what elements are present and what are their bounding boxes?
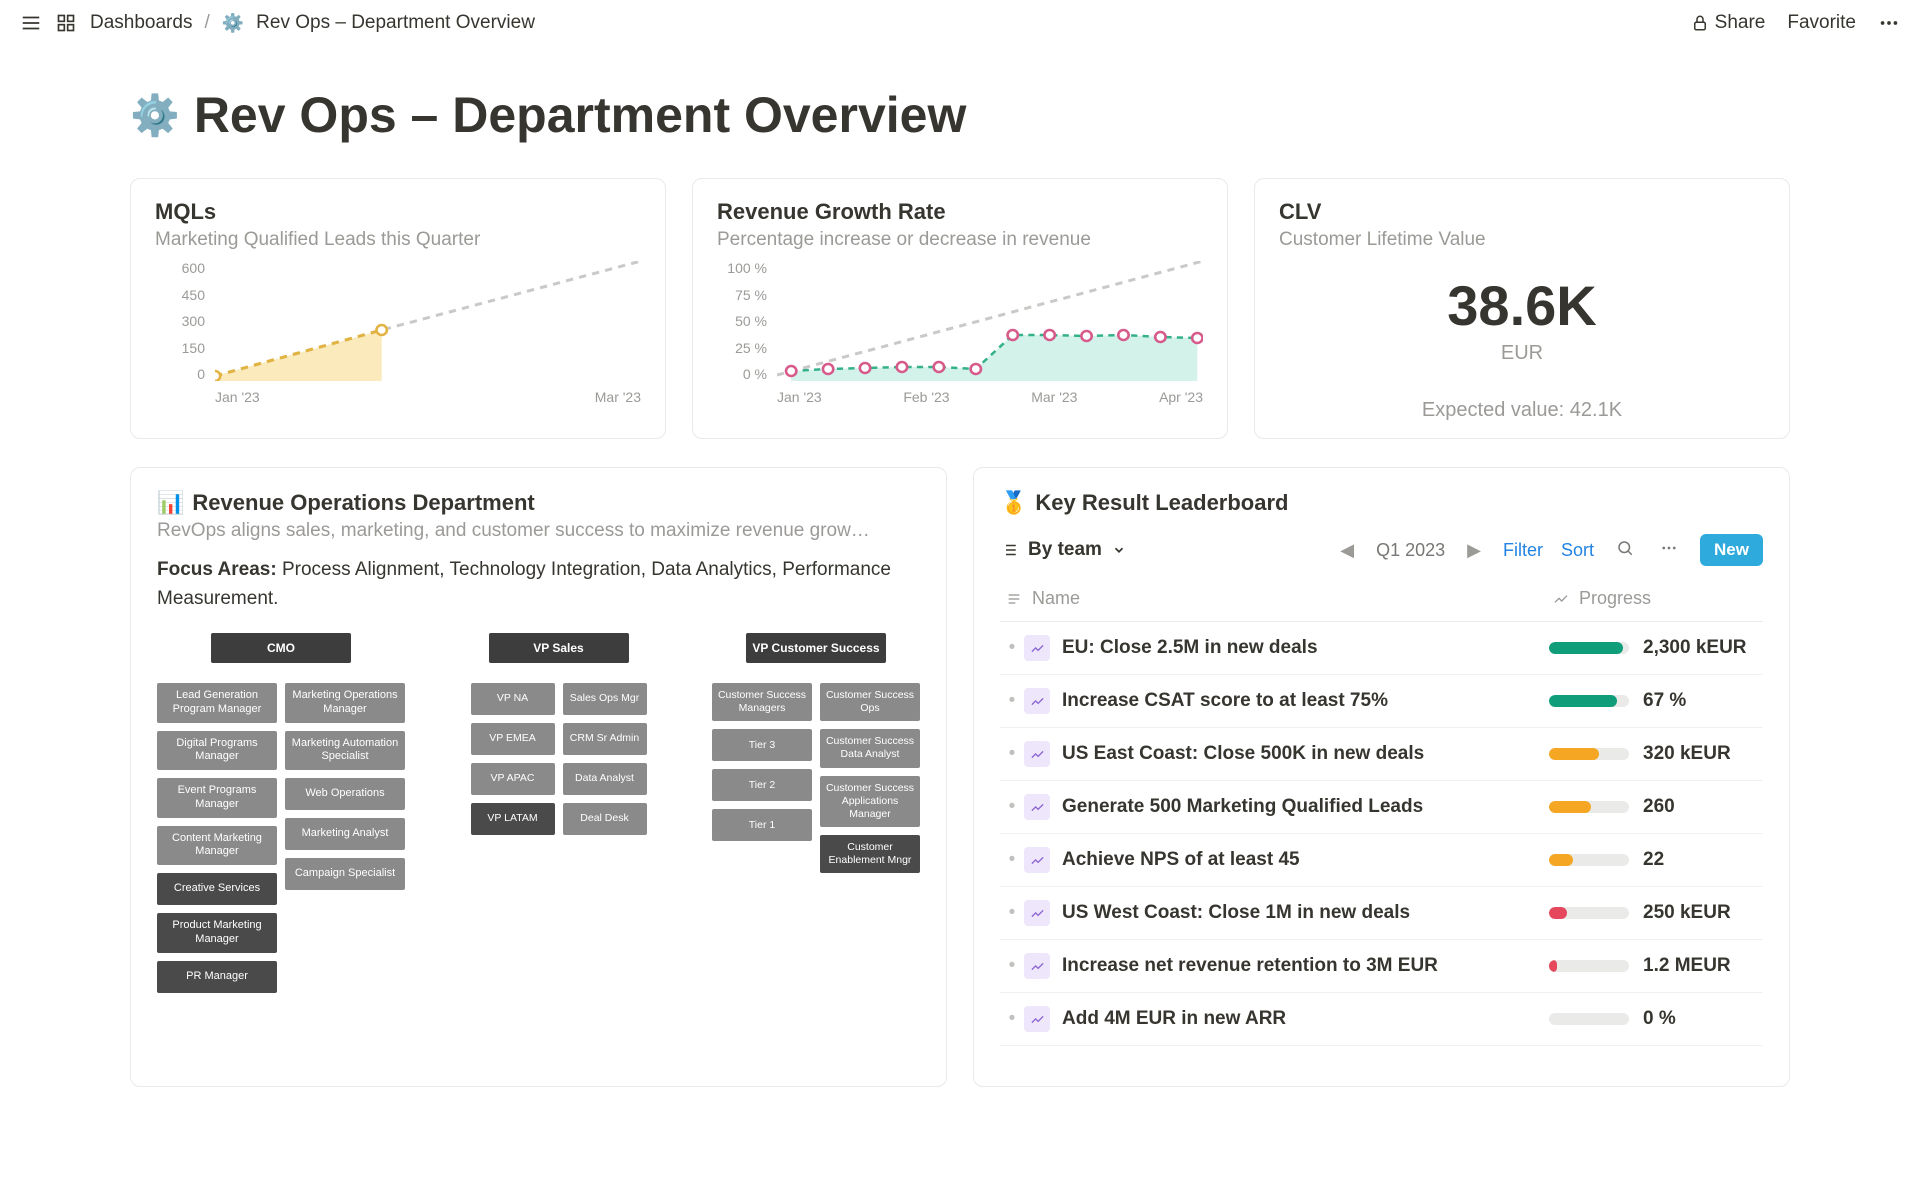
dept-focus: Focus Areas: Process Alignment, Technolo… (157, 556, 920, 613)
breadcrumb: Dashboards / ⚙️ Rev Ops – Department Ove… (90, 12, 535, 34)
progress-bar (1549, 907, 1629, 919)
kr-name: Achieve NPS of at least 45 (1062, 849, 1300, 871)
table-row[interactable]: • Generate 500 Marketing Qualified Leads… (1000, 781, 1763, 834)
kpi-title: CLV (1279, 199, 1765, 225)
department-panel: 📊 Revenue Operations Department RevOps al… (130, 467, 947, 1087)
progress-col-icon (1553, 591, 1569, 607)
row-bullet: • (1000, 955, 1024, 977)
table-row[interactable]: • US West Coast: Close 1M in new deals 2… (1000, 887, 1763, 940)
new-button[interactable]: New (1700, 534, 1763, 566)
kr-icon (1024, 741, 1050, 767)
kr-name: US East Coast: Close 500K in new deals (1062, 743, 1424, 765)
filter-button[interactable]: Filter (1503, 540, 1543, 561)
row-bullet: • (1000, 1008, 1024, 1030)
progress-bar (1549, 1013, 1629, 1025)
row-bullet: • (1000, 743, 1024, 765)
lb-title: Key Result Leaderboard (1035, 490, 1288, 516)
sort-button[interactable]: Sort (1561, 540, 1594, 561)
table-row[interactable]: • Achieve NPS of at least 45 22 (1000, 834, 1763, 887)
period-prev[interactable]: ◀ (1336, 540, 1358, 561)
table-row[interactable]: • Add 4M EUR in new ARR 0 % (1000, 993, 1763, 1046)
grid-icon[interactable] (56, 13, 76, 33)
gear-icon: ⚙️ (222, 13, 244, 34)
kr-value: 250 kEUR (1643, 902, 1763, 924)
dept-title: Revenue Operations Department (192, 490, 534, 516)
name-col-icon (1006, 591, 1022, 607)
breadcrumb-title[interactable]: Rev Ops – Department Overview (256, 12, 535, 34)
share-button[interactable]: Share (1691, 12, 1766, 34)
kr-icon (1024, 1006, 1050, 1032)
kr-name: EU: Close 2.5M in new deals (1062, 637, 1318, 659)
kr-name: Generate 500 Marketing Qualified Leads (1062, 796, 1423, 818)
kr-name: Increase net revenue retention to 3M EUR (1062, 955, 1438, 977)
medal-icon: 🥇 (1000, 490, 1027, 516)
kr-name: US West Coast: Close 1M in new deals (1062, 902, 1410, 924)
gear-icon: ⚙️ (130, 92, 180, 139)
mqls-chart: 6004503001500 Jan '23Mar '23 (155, 261, 641, 411)
kpi-title: Revenue Growth Rate (717, 199, 1203, 225)
kr-name: Increase CSAT score to at least 75% (1062, 690, 1388, 712)
kr-value: 320 kEUR (1643, 743, 1763, 765)
kr-value: 67 % (1643, 690, 1763, 712)
kr-icon (1024, 794, 1050, 820)
clv-unit: EUR (1501, 342, 1543, 365)
period-next[interactable]: ▶ (1463, 540, 1485, 561)
growth-chart: 100 %75 %50 %25 %0 % Jan '23Feb '23Mar '… (717, 261, 1203, 411)
chevron-down-icon (1112, 543, 1126, 557)
kpi-subtitle: Percentage increase or decrease in reven… (717, 229, 1203, 251)
breadcrumb-sep: / (204, 12, 209, 34)
kpi-title: MQLs (155, 199, 641, 225)
list-icon (1000, 541, 1018, 559)
org-chart: CMOLead Generation Program ManagerDigita… (157, 633, 920, 993)
period-label[interactable]: Q1 2023 (1376, 540, 1445, 561)
kr-icon (1024, 635, 1050, 661)
progress-bar (1549, 695, 1629, 707)
table-row[interactable]: • Increase CSAT score to at least 75% 67… (1000, 675, 1763, 728)
kr-icon (1024, 847, 1050, 873)
progress-bar (1549, 854, 1629, 866)
progress-bar (1549, 801, 1629, 813)
kr-value: 2,300 kEUR (1643, 637, 1763, 659)
clv-expected: Expected value: 42.1K (1422, 399, 1622, 422)
favorite-button[interactable]: Favorite (1787, 12, 1856, 34)
menu-icon[interactable] (20, 12, 42, 34)
kpi-card-clv[interactable]: CLV Customer Lifetime Value 38.6K EUR Ex… (1254, 178, 1790, 439)
table-row[interactable]: • US East Coast: Close 500K in new deals… (1000, 728, 1763, 781)
kr-value: 0 % (1643, 1008, 1763, 1030)
table-row[interactable]: • EU: Close 2.5M in new deals 2,300 kEUR (1000, 622, 1763, 675)
leaderboard-panel: 🥇 Key Result Leaderboard By team ◀ Q1 202… (973, 467, 1790, 1087)
kr-icon (1024, 688, 1050, 714)
kpi-card-growth[interactable]: Revenue Growth Rate Percentage increase … (692, 178, 1228, 439)
kpi-subtitle: Marketing Qualified Leads this Quarter (155, 229, 641, 251)
clv-value: 38.6K (1447, 273, 1596, 338)
kr-icon (1024, 900, 1050, 926)
page-title: ⚙️ Rev Ops – Department Overview (130, 86, 1790, 144)
kr-icon (1024, 953, 1050, 979)
search-icon[interactable] (1612, 539, 1638, 562)
chart-icon: 📊 (157, 490, 184, 516)
topbar: Dashboards / ⚙️ Rev Ops – Department Ove… (0, 0, 1920, 46)
dept-subtitle: RevOps aligns sales, marketing, and cust… (157, 520, 920, 542)
lb-header: Name Progress (1000, 576, 1763, 622)
progress-bar (1549, 960, 1629, 972)
progress-bar (1549, 642, 1629, 654)
row-bullet: • (1000, 690, 1024, 712)
more-icon[interactable] (1656, 539, 1682, 562)
group-by-selector[interactable]: By team (1000, 539, 1126, 561)
more-icon[interactable] (1878, 12, 1900, 34)
breadcrumb-dashboards[interactable]: Dashboards (90, 12, 192, 34)
kpi-subtitle: Customer Lifetime Value (1279, 229, 1765, 251)
row-bullet: • (1000, 637, 1024, 659)
table-row[interactable]: • Increase net revenue retention to 3M E… (1000, 940, 1763, 993)
kr-value: 1.2 MEUR (1643, 955, 1763, 977)
row-bullet: • (1000, 849, 1024, 871)
kpi-card-mqls[interactable]: MQLs Marketing Qualified Leads this Quar… (130, 178, 666, 439)
kr-name: Add 4M EUR in new ARR (1062, 1008, 1286, 1030)
kr-value: 260 (1643, 796, 1763, 818)
row-bullet: • (1000, 902, 1024, 924)
row-bullet: • (1000, 796, 1024, 818)
progress-bar (1549, 748, 1629, 760)
kr-value: 22 (1643, 849, 1763, 871)
